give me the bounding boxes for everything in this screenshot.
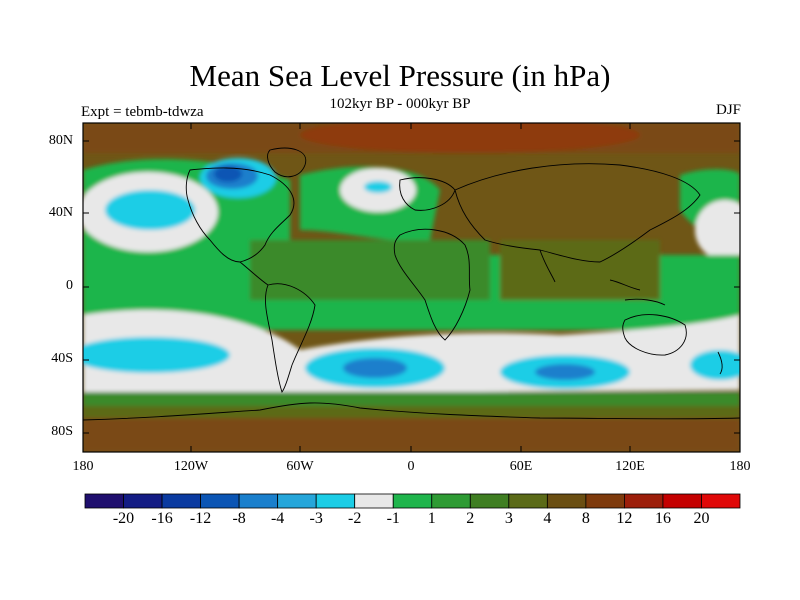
lat-label-80n: 80N — [48, 133, 73, 148]
colorbar-swatch — [546, 493, 587, 509]
colorbar-swatch — [392, 493, 433, 509]
colorbar-swatch — [662, 493, 702, 509]
colorbar-label: 16 — [654, 510, 671, 527]
colorbar-swatch — [277, 493, 317, 509]
map-title: Mean Sea Level Pressure (in hPa) — [189, 58, 611, 93]
colorbar-label: -12 — [189, 510, 212, 527]
colorbar-swatch — [624, 493, 664, 509]
colorbar-label: 12 — [616, 510, 633, 527]
colorbar-swatch — [585, 493, 625, 509]
colorbar-label: 4 — [543, 510, 552, 527]
colorbar — [84, 493, 741, 509]
colorbar-swatch — [161, 493, 201, 509]
season-label: DJF — [715, 102, 741, 118]
colorbar-label: -2 — [348, 510, 362, 527]
pressure-field — [83, 123, 740, 452]
lon-label-180w: 180 — [72, 459, 94, 474]
lat-label-0: 0 — [66, 278, 73, 293]
lat-label-40n: 40N — [48, 205, 73, 220]
colorbar-swatch — [315, 493, 356, 509]
colorbar-swatch — [508, 493, 548, 509]
lat-label-40s: 40S — [51, 351, 73, 366]
colorbar-label: -16 — [151, 510, 173, 527]
colorbar-label: 8 — [581, 510, 590, 527]
map-subtitle: 102kyr BP - 000kyr BP — [329, 96, 471, 112]
colorbar-label: 2 — [466, 510, 475, 527]
colorbar-label: 3 — [504, 510, 513, 527]
colorbar-swatch — [431, 493, 471, 509]
colorbar-label: 1 — [427, 510, 436, 527]
colorbar-swatch — [354, 493, 394, 509]
experiment-label: Expt = tebmb-tdwza — [81, 104, 204, 120]
colorbar-label: 20 — [693, 510, 710, 527]
colorbar-label: -3 — [309, 510, 323, 527]
coastlines — [83, 147, 740, 421]
colorbar-label: -4 — [270, 510, 285, 527]
lon-label-60e: 60E — [509, 459, 533, 474]
colorbar-label: -1 — [386, 510, 400, 527]
lon-label-180e: 180 — [729, 459, 751, 474]
lon-label-60w: 60W — [286, 459, 314, 474]
lat-label-80s: 80S — [51, 424, 73, 439]
lon-label-0: 0 — [407, 459, 415, 474]
colorbar-swatch — [123, 493, 163, 509]
colorbar-swatch — [238, 493, 279, 509]
lon-label-120e: 120E — [615, 459, 645, 474]
colorbar-swatch — [469, 493, 510, 509]
colorbar-label: -8 — [232, 510, 246, 527]
axis-ticks — [82, 123, 741, 452]
lon-label-120w: 120W — [173, 459, 209, 474]
colorbar-swatch — [701, 493, 741, 509]
colorbar-swatch — [84, 493, 124, 509]
colorbar-label: -20 — [112, 510, 135, 527]
colorbar-swatch — [200, 493, 240, 509]
